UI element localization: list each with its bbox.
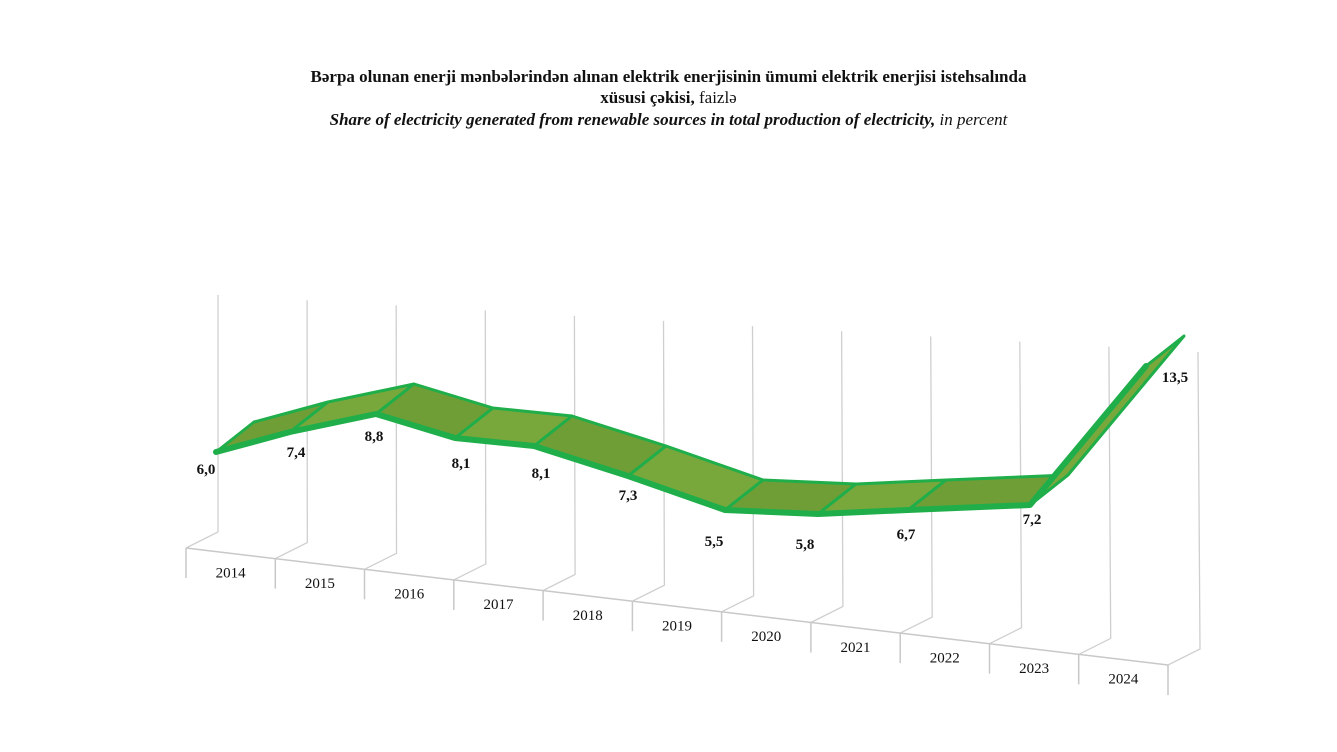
- title-english: Share of electricity generated from rene…: [0, 108, 1337, 131]
- tick-label-2014: 2014: [216, 565, 247, 581]
- gridline: [542, 315, 576, 592]
- data-label-2019: 7,3: [619, 488, 638, 504]
- tick-label-2016: 2016: [394, 587, 425, 603]
- data-labels: 2014 2015 2016 2017 2018 2019 2020 2021 2022 2023…: [197, 370, 1189, 688]
- gridline: [275, 300, 308, 560]
- gridline: [453, 310, 487, 581]
- gridline: [632, 320, 666, 602]
- gridlines: [185, 295, 1201, 666]
- tick-label-2020: 2020: [751, 629, 781, 645]
- gridline: [185, 295, 219, 549]
- tick-label-2022: 2022: [930, 650, 960, 666]
- tick-label-2018: 2018: [573, 608, 603, 624]
- data-label-2017: 8,1: [452, 456, 471, 472]
- gridline: [721, 326, 755, 613]
- gridline: [899, 336, 933, 634]
- data-label-2014: 6,0: [197, 462, 216, 478]
- gridline: [1078, 346, 1112, 655]
- tick-label-2019: 2019: [662, 619, 692, 635]
- data-label-2015: 7,4: [287, 445, 306, 461]
- tick-label-2024: 2024: [1108, 672, 1139, 688]
- title-azerbaijani-unit: faizlə: [694, 88, 737, 107]
- tick-label-2015: 2015: [305, 576, 335, 592]
- category-axis: [185, 547, 1169, 695]
- gridline: [989, 341, 1023, 645]
- title-english-unit: in percent: [935, 110, 1008, 129]
- data-label-2021: 5,8: [796, 537, 815, 553]
- axis-line: [185, 547, 1169, 666]
- title-azerbaijani-line1: Bərpa olunan enerji mənbələrindən alınan…: [310, 67, 1027, 86]
- data-label-2018: 8,1: [532, 466, 551, 482]
- tick-label-2017: 2017: [484, 597, 515, 613]
- chart-title: Bərpa olunan enerji mənbələrindən alınan…: [0, 66, 1337, 131]
- data-label-2022: 6,7: [897, 527, 916, 543]
- title-english-bold: Share of electricity generated from rene…: [329, 110, 936, 129]
- data-label-2024: 13,5: [1162, 370, 1188, 386]
- data-label-2016: 8,8: [365, 429, 384, 445]
- tick-label-2021: 2021: [841, 640, 871, 656]
- data-label-2023: 7,2: [1023, 512, 1042, 528]
- title-azerbaijani-line2: xüsusi çəkisi, faizlə: [0, 87, 1337, 108]
- title-azerbaijani-bold: xüsusi çəkisi,: [600, 88, 695, 107]
- gridline: [1167, 351, 1201, 666]
- gridline: [810, 331, 844, 624]
- data-label-2020: 5,5: [705, 534, 724, 550]
- data-ribbon: [213, 334, 1186, 517]
- ribbon-front-edge: [213, 363, 1149, 517]
- tick-label-2023: 2023: [1019, 661, 1049, 677]
